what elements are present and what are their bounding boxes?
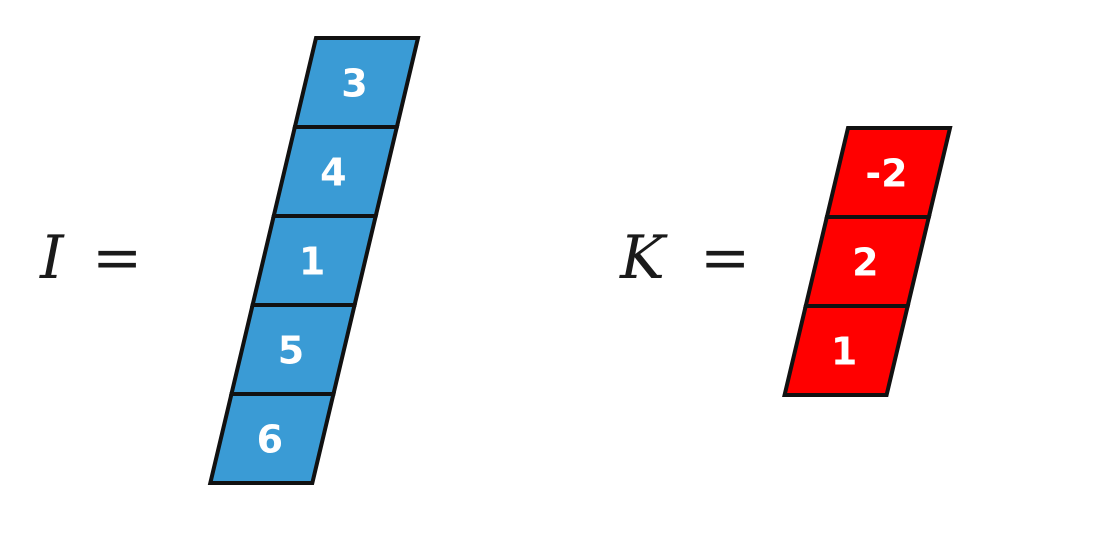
vector-k-cell-value: 1 [831, 330, 857, 374]
vector-k-column: -2 2 1 [782, 126, 953, 397]
vector-i-cell-value: 5 [278, 329, 304, 373]
vector-k-equals: = [700, 223, 750, 293]
vector-i-cell-value: 1 [299, 240, 325, 284]
vector-k-cell-value: 2 [852, 241, 878, 285]
vector-k-cell: 1 [782, 304, 911, 397]
vector-k-cell: 2 [803, 215, 932, 308]
vector-k-cell-value: -2 [865, 152, 907, 196]
vector-i-cell: 4 [271, 125, 400, 218]
vector-i-cell: 6 [207, 392, 336, 485]
vector-i-cell: 5 [228, 303, 358, 396]
vector-i-cell-value: 3 [341, 62, 367, 106]
vector-i-cell: 1 [250, 214, 379, 307]
vector-i-cell-value: 4 [320, 151, 346, 195]
vector-i-symbol: I [39, 223, 65, 293]
vector-i-cell-box [207, 392, 336, 485]
vector-k-symbol: K [619, 223, 668, 293]
vector-i-column: 3 4 1 5 6 [207, 36, 421, 485]
vector-k-label: K = [619, 223, 750, 293]
vector-k-cell: -2 [824, 126, 953, 219]
vector-i-cell: 3 [292, 36, 421, 129]
vector-i-equals: = [92, 223, 142, 293]
vector-i-cell-value: 6 [257, 418, 283, 462]
vector-k-cell-box [782, 304, 911, 397]
vector-i-label: I = [39, 223, 142, 293]
